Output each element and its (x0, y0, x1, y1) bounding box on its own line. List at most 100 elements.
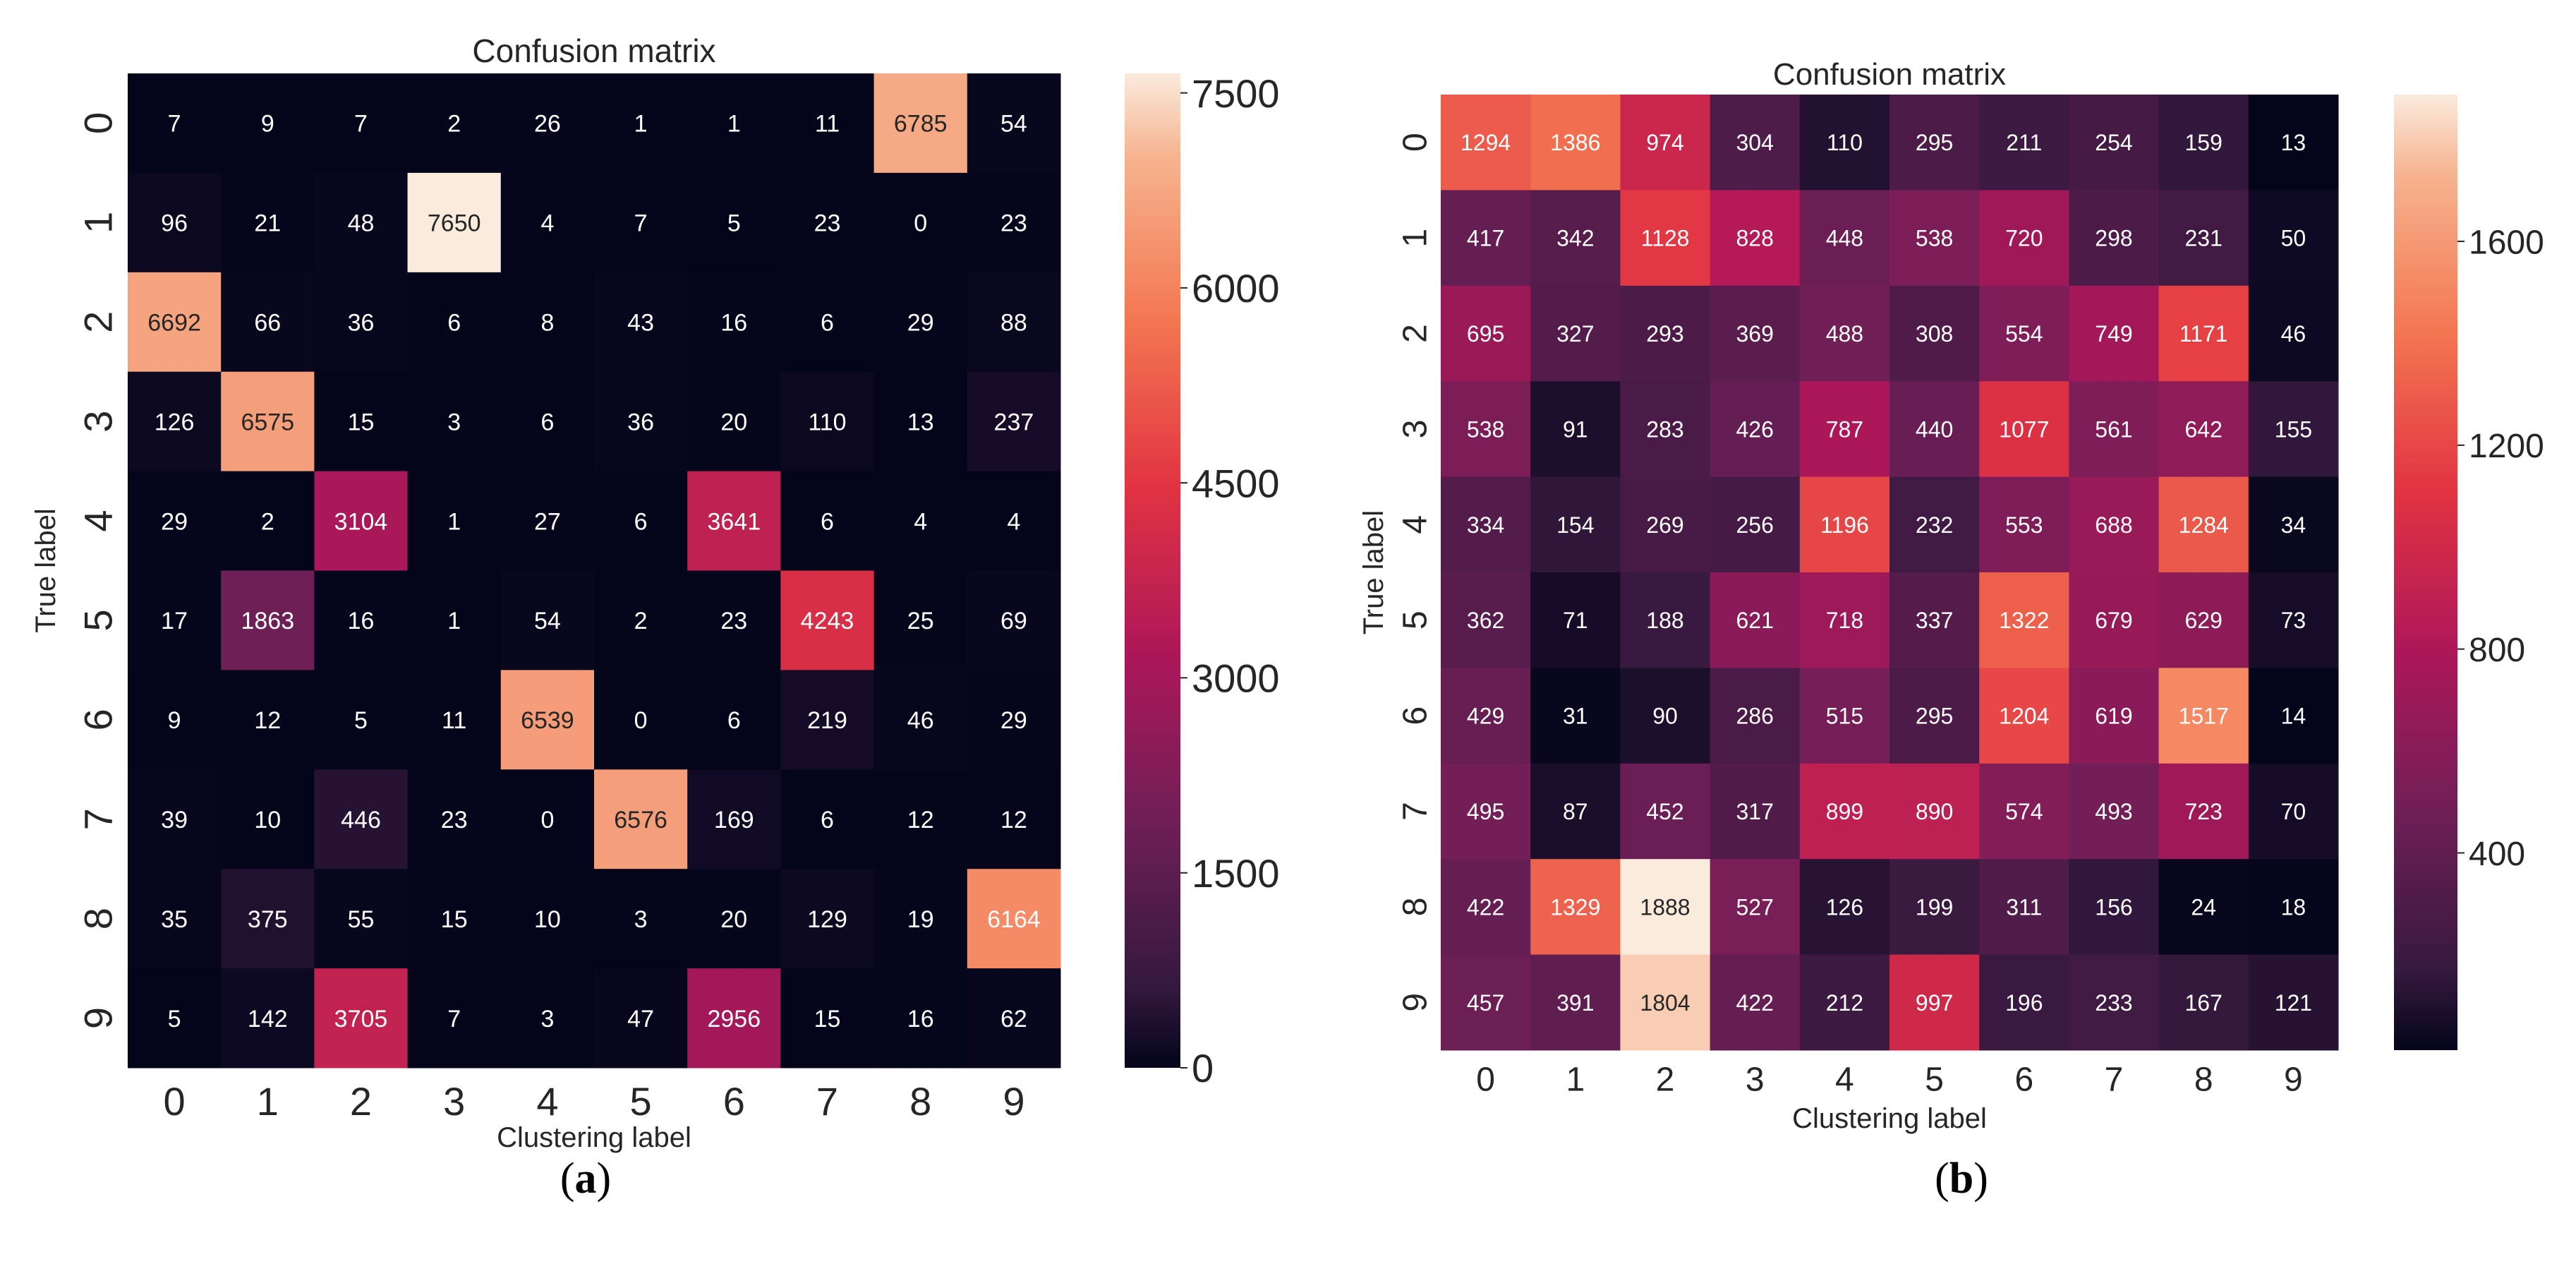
cell-value-label: 7 (354, 111, 368, 138)
cell-value-label: 55 (348, 906, 375, 933)
heatmap-cell (1979, 763, 2069, 860)
colorbar-tick-label: 1200 (2469, 428, 2544, 465)
cell-value-label: 311 (2006, 894, 2042, 920)
cell-value-label: 1077 (1999, 416, 2049, 442)
heatmap-cell (128, 471, 222, 571)
cell-value-label: 2 (447, 111, 461, 138)
y-tick-label: 6 (1397, 706, 1434, 726)
cell-value-label: 39 (161, 807, 188, 833)
heatmap-cell (594, 968, 688, 1069)
cell-value-label: 212 (1826, 990, 1863, 1016)
cell-value-label: 16 (907, 1006, 934, 1033)
cell-value-label: 2956 (707, 1006, 761, 1033)
heatmap-cell (2248, 285, 2339, 382)
heatmap-cell (407, 73, 502, 174)
cell-value-label: 342 (1556, 226, 1594, 251)
cell-value-label: 1386 (1550, 130, 1600, 155)
heatmap-cell (1530, 859, 1621, 956)
heatmap-cell (314, 172, 409, 273)
chart-title: Confusion matrix (472, 32, 715, 69)
heatmap-cell (2248, 954, 2339, 1051)
heatmap-cell (2158, 572, 2249, 668)
heatmap-cell (1710, 572, 1801, 668)
cell-value-label: 126 (1826, 894, 1863, 920)
x-axis-label: Clustering label (497, 1122, 691, 1153)
heatmap-cell (967, 968, 1061, 1069)
cell-value-label: 553 (2005, 512, 2043, 538)
cell-value-label: 574 (2005, 799, 2043, 824)
heatmap-cell (1889, 572, 1980, 668)
cell-value-label: 269 (1646, 512, 1683, 538)
cell-value-label: 3641 (707, 508, 761, 535)
cell-value-label: 6 (634, 508, 648, 535)
cell-value-label: 561 (2095, 416, 2132, 442)
heatmap-cell (1710, 859, 1801, 956)
cell-value-label: 91 (1563, 416, 1588, 442)
heatmap-cell (2158, 476, 2249, 573)
heatmap-cell (2069, 190, 2160, 287)
cell-value-label: 46 (907, 707, 934, 734)
cell-value-label: 50 (2281, 226, 2306, 251)
cell-value-label: 3104 (334, 508, 388, 535)
heatmap-cell (967, 371, 1061, 472)
cell-value-label: 317 (1736, 799, 1774, 824)
cell-value-label: 391 (1556, 990, 1594, 1016)
colorbar-tick-label: 6000 (1192, 266, 1280, 311)
heatmap-cell (2158, 95, 2249, 191)
cell-value-label: 899 (1826, 799, 1863, 824)
colorbar-tick-label: 1600 (2469, 224, 2544, 261)
cell-value-label: 723 (2185, 799, 2223, 824)
x-tick-label: 9 (1003, 1079, 1024, 1124)
heatmap-cell (1710, 476, 1801, 573)
cell-value-label: 1128 (1641, 226, 1690, 251)
cell-value-label: 21 (254, 210, 281, 237)
heatmap-cell (2248, 95, 2339, 191)
heatmap-cell (500, 371, 595, 472)
cell-value-label: 6576 (614, 807, 667, 833)
heatmap-cell (2158, 668, 2249, 764)
heatmap-cell (687, 371, 781, 472)
heatmap-cell (314, 869, 409, 969)
colorbar (1125, 73, 1180, 1068)
heatmap-cell (1530, 954, 1621, 1051)
cell-value-label: 23 (814, 210, 841, 237)
cell-value-label: 73 (2281, 608, 2306, 633)
cell-value-label: 629 (2185, 608, 2223, 633)
heatmap-cell (500, 471, 595, 571)
heatmap-cell (2069, 668, 2160, 764)
panel-caption: (a) (560, 1155, 611, 1203)
colorbar-tick-label: 7500 (1192, 71, 1280, 116)
heatmap-cell (873, 172, 968, 273)
heatmap-cell (594, 570, 688, 670)
heatmap-cell (873, 769, 968, 869)
heatmap-cell (500, 869, 595, 969)
heatmap-cell (2248, 572, 2339, 668)
heatmap-cell (128, 73, 222, 174)
heatmap-cell (1889, 763, 1980, 860)
x-tick-label: 9 (2284, 1061, 2303, 1099)
cell-value-label: 88 (1000, 309, 1027, 336)
heatmap-cell (1620, 285, 1711, 382)
cell-value-label: 5 (727, 210, 741, 237)
panel-letter: b (1949, 1155, 1973, 1203)
cell-value-label: 446 (341, 807, 381, 833)
heatmap-cell (407, 172, 502, 273)
cell-value-label: 219 (807, 707, 847, 734)
heatmap-cell (1530, 763, 1621, 860)
heatmap-cell (594, 272, 688, 373)
panel-letter: a (575, 1155, 597, 1203)
heatmap-cell (2069, 476, 2160, 573)
heatmap-cell (221, 272, 315, 373)
heatmap-cell (500, 73, 595, 174)
heatmap-cell (1710, 190, 1801, 287)
heatmap-cell (1979, 190, 2069, 287)
heatmap-cell (1979, 95, 2069, 191)
x-tick-label: 5 (630, 1079, 652, 1124)
cell-value-label: 256 (1736, 512, 1774, 538)
cell-value-label: 1888 (1640, 894, 1690, 920)
heatmap-cell (967, 73, 1061, 174)
cell-value-label: 495 (1467, 799, 1504, 824)
heatmap-cell (594, 172, 688, 273)
y-tick-label: 1 (1397, 229, 1434, 248)
cell-value-label: 70 (2281, 799, 2306, 824)
